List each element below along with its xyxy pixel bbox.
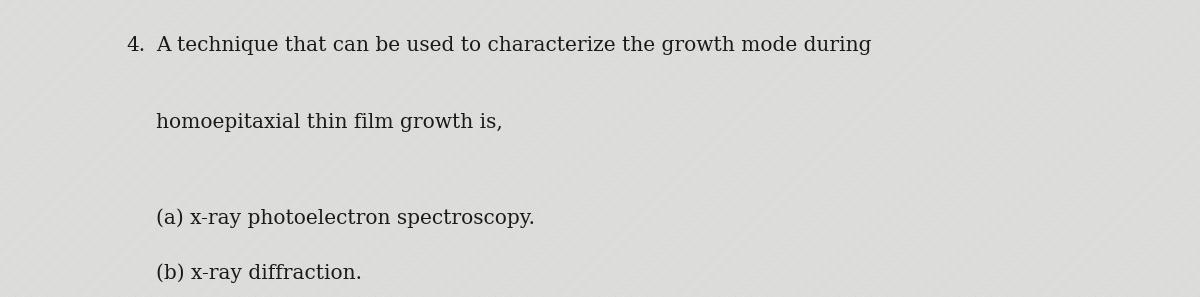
Text: 4.: 4. [126,36,145,55]
Text: (b) x-ray diffraction.: (b) x-ray diffraction. [156,263,362,282]
Text: A technique that can be used to characterize the growth mode during: A technique that can be used to characte… [156,36,871,55]
Text: homoepitaxial thin film growth is,: homoepitaxial thin film growth is, [156,113,503,132]
Text: (a) x-ray photoelectron spectroscopy.: (a) x-ray photoelectron spectroscopy. [156,208,535,228]
